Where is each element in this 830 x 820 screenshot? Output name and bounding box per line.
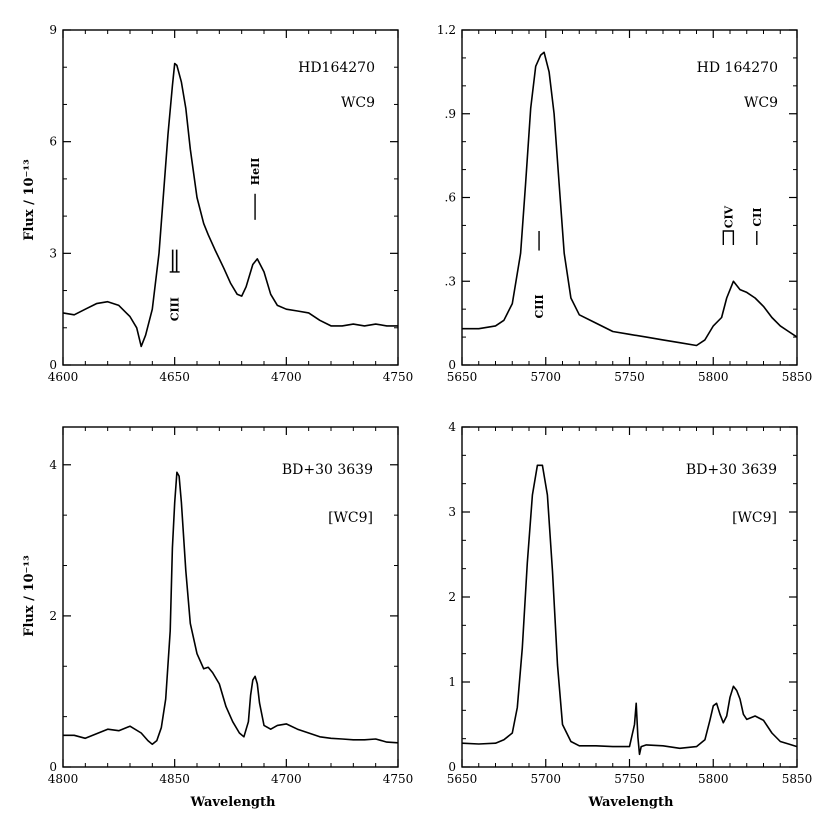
- y-tick-label: 3: [49, 246, 57, 260]
- plot-frame: [62, 426, 399, 768]
- y-tick-label: 4: [448, 420, 456, 434]
- y-tick-label: 0: [49, 760, 57, 774]
- y-tick-label: 0: [49, 358, 57, 372]
- x-tick-label: 5700: [530, 772, 561, 786]
- star-name-label: HD 164270: [697, 60, 778, 76]
- y-tick-label: 0: [448, 358, 456, 372]
- plot-frame: [62, 29, 399, 366]
- y-tick-label: 1.2: [437, 23, 456, 37]
- x-tick-label: 4850: [159, 772, 190, 786]
- star-name-label: BD+30 3639: [686, 462, 777, 478]
- line-id-mark: [722, 230, 735, 245]
- x-tick-label: 5850: [782, 772, 813, 786]
- star-name-label: BD+30 3639: [282, 462, 373, 478]
- y-tick-label: .3: [445, 274, 456, 288]
- x-tick-label: 4800: [48, 772, 79, 786]
- line-id-label: CIV: [722, 205, 735, 228]
- spectral-type-label: WC9: [341, 95, 375, 111]
- y-tick-label: 4: [49, 458, 57, 472]
- spectrum-line: [63, 471, 399, 746]
- x-tick-label: 5700: [530, 370, 561, 384]
- spectrum-line: [461, 464, 798, 756]
- x-tick-label: 4600: [48, 370, 79, 384]
- x-axis-label-right: Wavelength: [588, 795, 674, 810]
- spectral-type-label: WC9: [744, 95, 778, 111]
- panel-bd3639-red: 5650 5700 5750 5800 5850 0 1 2 3 4 BD+30 3639 [WC9]: [447, 420, 813, 786]
- spectral-type-label: [WC9]: [732, 510, 777, 526]
- y-tick-label: 1: [448, 675, 456, 689]
- y-axis-label-bottom: Flux / 10⁻¹³: [22, 555, 37, 637]
- line-id-label: CIII: [169, 297, 182, 321]
- x-tick-label: 5800: [698, 370, 729, 384]
- y-tick-label: 0: [448, 760, 456, 774]
- x-tick-label: 5750: [614, 772, 645, 786]
- line-id-label: CIII: [533, 294, 546, 318]
- line-id-label: HeII: [249, 158, 262, 186]
- spectrum-line: [62, 62, 398, 348]
- y-tick-label: 2: [448, 590, 456, 604]
- x-tick-label: 4750: [383, 772, 414, 786]
- star-name-label: HD164270: [298, 60, 375, 76]
- y-tick-label: 3: [448, 505, 456, 519]
- panel-hd164270-red: 5650 5700 5750 5800 5850 0 .3 .6 .9 1.2 HD 164270 W…: [437, 23, 812, 384]
- x-tick-label: 4750: [383, 370, 414, 384]
- panel-bd3639-blue: 4800 4850 4700 4750 0 2 4 BD+30 3639 [WC9]: [48, 426, 414, 786]
- x-tick-label: 5850: [782, 370, 813, 384]
- x-tick-label: 5750: [614, 370, 645, 384]
- x-tick-label: 5650: [447, 370, 478, 384]
- panel-hd164270-blue: 4600 4650 4700 4750 0 3 6 9 HD164270 WC9 CIII HeII: [48, 23, 414, 384]
- x-tick-label: 5800: [698, 772, 729, 786]
- x-tick-label: 4700: [271, 370, 302, 384]
- spectrum-line: [462, 51, 798, 347]
- y-tick-label: 2: [49, 609, 57, 623]
- x-tick-label: 5650: [447, 772, 478, 786]
- x-axis-label-left: Wavelength: [190, 795, 276, 810]
- y-tick-label: .9: [445, 107, 456, 121]
- x-tick-label: 4700: [271, 772, 302, 786]
- plot-frame: [461, 29, 798, 366]
- spectral-type-label: [WC9]: [328, 510, 373, 526]
- x-tick-label: 4650: [159, 370, 190, 384]
- y-axis-label-top: Flux / 10⁻¹³: [22, 159, 37, 241]
- plot-frame: [461, 426, 798, 768]
- y-tick-label: 6: [49, 135, 57, 149]
- line-id-label: CII: [751, 208, 764, 227]
- y-tick-label: 9: [49, 23, 57, 37]
- y-tick-label: .6: [445, 191, 456, 205]
